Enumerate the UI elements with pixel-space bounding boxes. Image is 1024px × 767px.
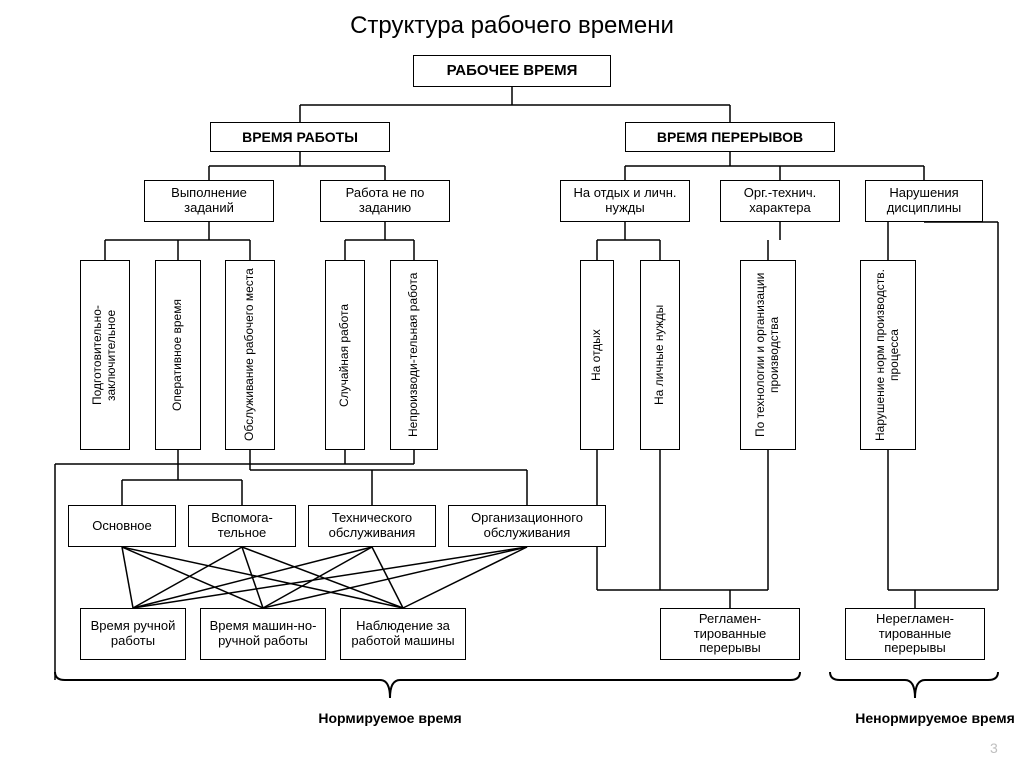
- node-regulated: Регламен-тированные перерывы: [660, 608, 800, 660]
- node-personal: На личные нужды: [640, 260, 680, 450]
- node-unregulated: Нерегламен-тированные перерывы: [845, 608, 985, 660]
- node-root: РАБОЧЕЕ ВРЕМЯ: [413, 55, 611, 87]
- node-work-time: ВРЕМЯ РАБОТЫ: [210, 122, 390, 152]
- node-tech-service: Технического обслуживания: [308, 505, 436, 547]
- node-main-time: Основное: [68, 505, 176, 547]
- node-observation: Наблюдение за работой машины: [340, 608, 466, 660]
- node-rest-personal: На отдых и личн. нужды: [560, 180, 690, 222]
- node-task-exec: Выполнение заданий: [144, 180, 274, 222]
- group-unnormed-label: Ненормируемое время: [855, 710, 1015, 726]
- node-manual: Время ручной работы: [80, 608, 186, 660]
- node-operative: Оперативное время: [155, 260, 201, 450]
- node-random-work: Случайная работа: [325, 260, 365, 450]
- node-tech-org-prod: По технологии и организации производства: [740, 260, 796, 450]
- node-workplace-maint: Обслуживание рабочего места: [225, 260, 275, 450]
- node-break-time: ВРЕМЯ ПЕРЕРЫВОВ: [625, 122, 835, 152]
- node-org-service: Организационного обслуживания: [448, 505, 606, 547]
- node-process-violation: Нарушение норм производств. процесса: [860, 260, 916, 450]
- page-number: 3: [990, 740, 998, 756]
- node-rest: На отдых: [580, 260, 614, 450]
- group-normed-label: Нормируемое время: [290, 710, 490, 726]
- node-auxiliary: Вспомога-тельное: [188, 505, 296, 547]
- node-non-task: Работа не по заданию: [320, 180, 450, 222]
- node-unproductive: Непроизводи-тельная работа: [390, 260, 438, 450]
- node-discipline: Нарушения дисциплины: [865, 180, 983, 222]
- node-org-tech: Орг.-технич. характера: [720, 180, 840, 222]
- node-machine-manual: Время машин-но-ручной работы: [200, 608, 326, 660]
- node-prep-final: Подготовительно-заключительное: [80, 260, 130, 450]
- diagram-title: Структура рабочего времени: [0, 12, 1024, 40]
